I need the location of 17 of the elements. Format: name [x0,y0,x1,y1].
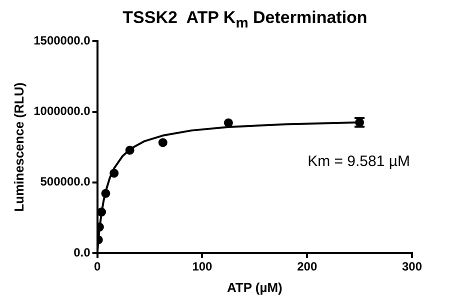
x-tick-label: 100 [192,260,213,274]
x-tick-label: 0 [94,260,101,274]
point [125,146,134,155]
x-tick-label: 200 [297,260,318,274]
x-axis-title: ATP (µM) [226,280,282,295]
chart-title: TSSK2 ATP K$_{m}$ Determination [122,8,368,32]
x-tick-label: 300 [402,260,422,274]
y-tick-label: 1000000.0 [34,104,91,118]
y-tick-label: 1500000.0 [34,34,91,48]
y-tick-label: 500000.0 [40,174,91,189]
point [158,138,168,148]
point [110,168,119,178]
y-axis-title: Luminescence (RLU) [11,82,26,212]
annotation: Km = 9.581 µM [308,153,410,170]
point [101,188,110,198]
y-tick-label: 0.0 [74,245,91,260]
point [224,118,233,128]
